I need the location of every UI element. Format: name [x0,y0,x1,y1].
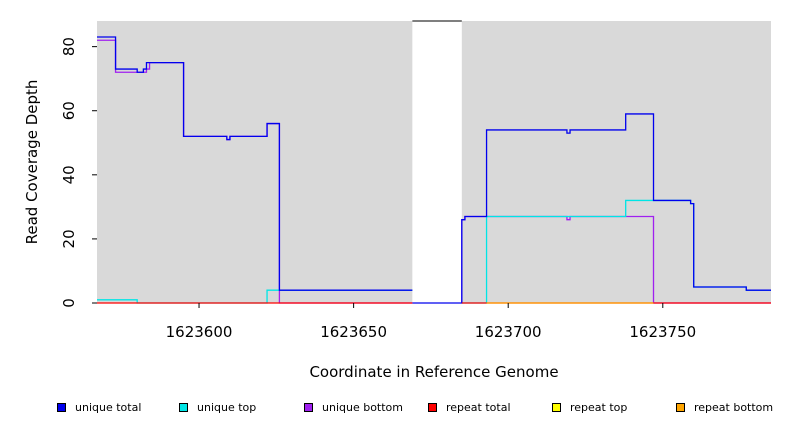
x-tick-label: 1623600 [166,323,233,341]
series-line-unique-total [412,113,771,304]
legend-item: repeat top [552,401,627,414]
legend-swatch [57,403,66,412]
legend-item: unique top [179,401,256,414]
x-tick-label: 1623750 [629,323,696,341]
legend-item: unique total [57,401,141,414]
legend-swatch [179,403,188,412]
legend-swatch [552,403,561,412]
legend-swatch [304,403,313,412]
legend-label: repeat bottom [694,401,774,414]
legend-label: unique bottom [322,401,404,414]
legend-label: unique total [75,401,142,414]
legend-label: repeat total [446,401,511,414]
legend-label: unique top [197,401,257,414]
y-tick-label: 40 [60,165,78,184]
y-axis: 0 20 40 60 80 [60,37,97,308]
y-tick-label: 60 [60,101,78,120]
series-line-unique-total [97,36,413,291]
y-tick-label: 80 [60,37,78,56]
y-axis-title: Read Coverage Depth [23,80,41,245]
legend-item: repeat bottom [676,401,773,414]
x-tick-label: 1623650 [320,323,387,341]
gap-region [412,21,462,303]
legend: unique total unique top unique bottom repea… [0,401,792,417]
legend-swatch [428,403,437,412]
plot-area [97,20,771,303]
legend-item: repeat total [428,401,511,414]
y-tick-label: 0 [60,298,78,308]
x-tick-label: 1623700 [475,323,542,341]
y-tick-label: 20 [60,229,78,248]
legend-item: unique bottom [304,401,403,414]
coverage-chart: 1623600 1623650 1623700 1623750 0 20 40 60 80 C… [23,20,771,381]
x-axis: 1623600 1623650 1623700 1623750 [166,303,696,341]
series-layer [97,36,771,304]
legend-swatch [676,403,685,412]
x-axis-title: Coordinate in Reference Genome [309,363,558,381]
legend-label: repeat top [570,401,628,414]
